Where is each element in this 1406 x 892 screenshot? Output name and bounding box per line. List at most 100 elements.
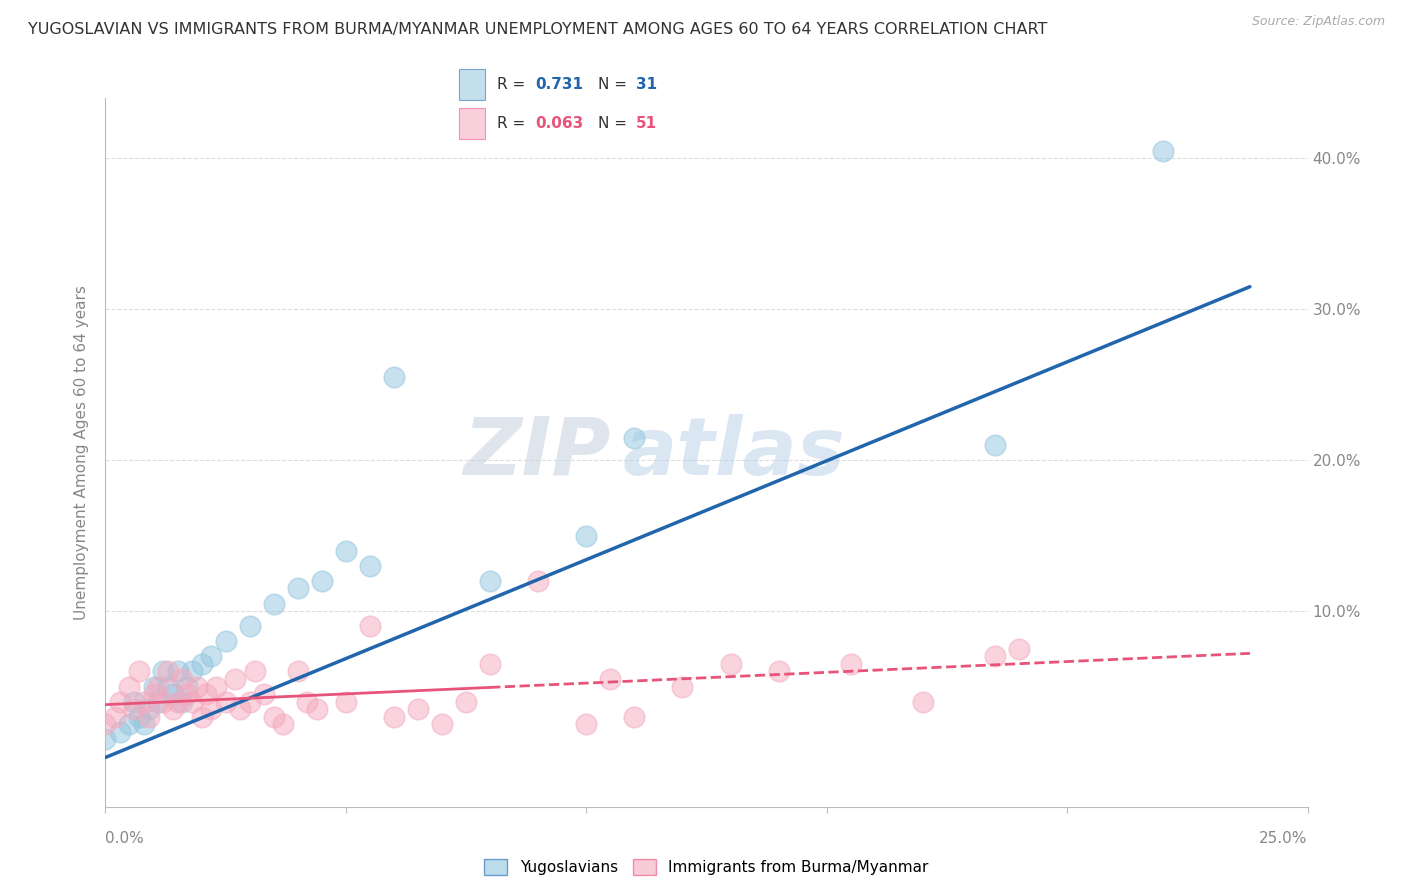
Point [94,717,117,731]
Point [984,649,1007,664]
Point [359,619,381,633]
Bar [458,108,485,139]
Point [172,695,194,709]
Point [253,687,276,701]
Point [190,710,212,724]
Text: R =: R = [498,116,530,131]
Point [118,717,141,731]
Point [166,665,188,679]
Text: Source: ZipAtlas.com: Source: ZipAtlas.com [1251,15,1385,29]
Text: N =: N = [598,116,631,131]
Point [984,438,1007,452]
Point [1008,641,1031,656]
Point [104,710,127,724]
Point [128,710,150,724]
Point [152,665,174,679]
Point [382,710,405,724]
Point [839,657,862,671]
Point [190,657,212,671]
Point [128,665,150,679]
Point [359,558,381,573]
Point [138,702,160,716]
Point [181,665,204,679]
Point [224,672,246,686]
Text: 0.0%: 0.0% [105,831,145,846]
Point [382,370,405,384]
Point [166,695,188,709]
Point [205,680,228,694]
Point [162,702,184,716]
Point [94,732,117,747]
Point [335,695,357,709]
Text: R =: R = [498,77,530,92]
Point [118,680,141,694]
Point [623,431,645,445]
Point [186,680,208,694]
Point [311,574,333,588]
Point [273,717,295,731]
Point [200,649,222,664]
Point [287,665,309,679]
Text: 0.731: 0.731 [536,77,583,92]
Text: YUGOSLAVIAN VS IMMIGRANTS FROM BURMA/MYANMAR UNEMPLOYMENT AMONG AGES 60 TO 64 YE: YUGOSLAVIAN VS IMMIGRANTS FROM BURMA/MYA… [28,22,1047,37]
Text: ZIP: ZIP [463,414,610,491]
Y-axis label: Unemployment Among Ages 60 to 64 years: Unemployment Among Ages 60 to 64 years [75,285,90,620]
Point [623,710,645,724]
Point [479,574,502,588]
Point [138,710,160,724]
Point [214,634,236,648]
Point [132,717,155,731]
Text: 0.063: 0.063 [536,116,583,131]
Point [214,695,236,709]
Point [720,657,742,671]
Point [263,710,285,724]
Point [430,717,453,731]
Point [599,672,621,686]
Point [454,695,477,709]
Point [176,687,198,701]
Point [195,687,218,701]
Text: 31: 31 [636,77,657,92]
Point [156,680,179,694]
Point [305,702,328,716]
Text: 25.0%: 25.0% [1260,831,1308,846]
Point [162,687,184,701]
Point [479,657,502,671]
Point [406,702,429,716]
Bar [458,70,485,100]
Point [671,680,693,694]
Point [575,529,598,543]
Point [142,680,165,694]
Point [229,702,252,716]
Point [172,672,194,686]
Point [108,724,131,739]
Point [297,695,319,709]
Text: N =: N = [598,77,631,92]
Point [200,702,222,716]
Point [239,619,262,633]
Point [287,582,309,596]
Point [148,680,170,694]
Point [768,665,790,679]
Point [124,695,146,709]
Point [239,695,262,709]
Point [148,695,170,709]
Point [152,695,174,709]
Point [243,665,266,679]
Point [1152,144,1174,158]
Point [124,702,146,716]
Point [108,695,131,709]
Point [142,687,165,701]
Legend: Yugoslavians, Immigrants from Burma/Myanmar: Yugoslavians, Immigrants from Burma/Myan… [478,853,935,881]
Point [176,680,198,694]
Point [575,717,598,731]
Text: atlas: atlas [623,414,845,491]
Point [263,597,285,611]
Point [335,543,357,558]
Text: 51: 51 [636,116,657,131]
Point [911,695,934,709]
Point [181,695,204,709]
Point [156,665,179,679]
Point [527,574,550,588]
Point [132,695,155,709]
